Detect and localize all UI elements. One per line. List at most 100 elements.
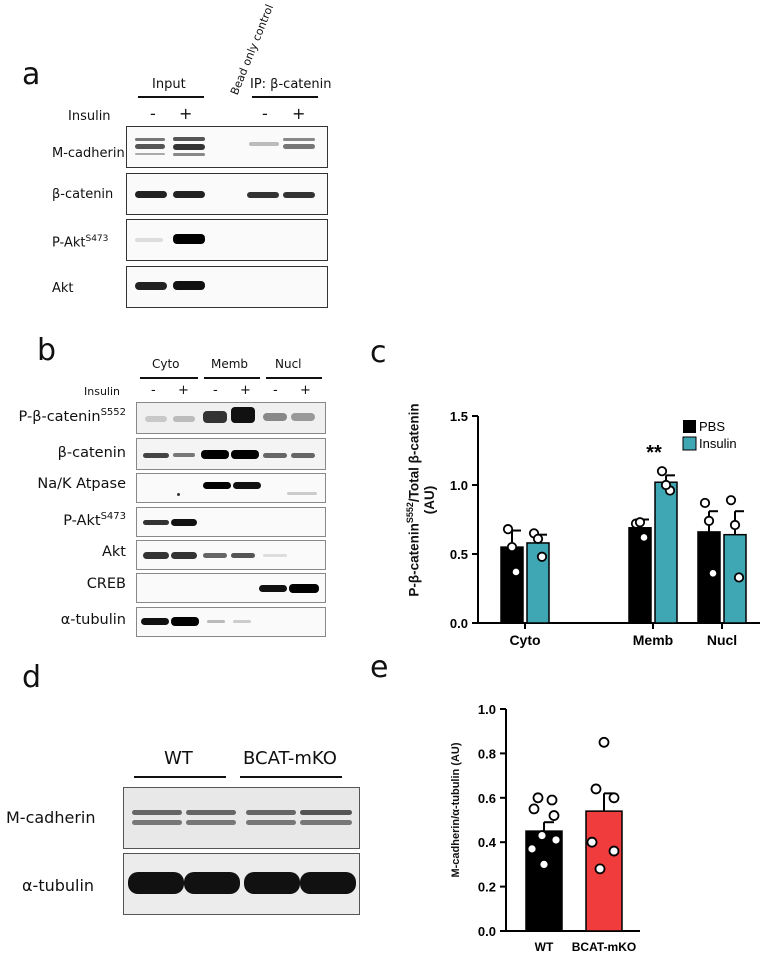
x-tick-label: Cyto [509, 632, 540, 648]
y-tick-label: 0.4 [478, 835, 497, 850]
data-point [725, 495, 737, 506]
data-point [536, 551, 548, 562]
ip-label: IP: β-catenin [250, 77, 332, 92]
memb-underline [204, 377, 260, 379]
group-bcat-mko: BCAT-mKO [243, 748, 337, 769]
x-tick-label: BCAT-mKO [572, 940, 636, 954]
row-label-a-tubulin-b: α-tubulin [60, 612, 126, 628]
blot-d-m-cadherin [123, 787, 360, 849]
chart-c-annotation: ** [646, 442, 662, 464]
sign-a-1: - [150, 104, 156, 123]
cyto-underline [140, 377, 198, 379]
data-point [532, 533, 544, 544]
chart-c: 0.0 0.5 1.0 1.5 Cyto Memb Nucl ** PBS Insulin [450, 409, 760, 648]
row-label-a-tubulin-d: α-tubulin [22, 876, 95, 895]
fraction-cyto: Cyto [152, 357, 180, 371]
data-point [707, 568, 719, 579]
data-point [536, 830, 548, 841]
group-wt: WT [164, 748, 193, 769]
data-point [594, 863, 606, 875]
blot-d-a-tubulin [123, 853, 360, 915]
data-point [608, 792, 620, 804]
bar [500, 546, 524, 624]
data-point [699, 497, 711, 509]
data-point [538, 858, 550, 870]
row-label-akt-b: Akt [101, 544, 126, 560]
y-tick-label: 0.5 [450, 547, 468, 562]
sign-b-6: + [300, 383, 311, 398]
insulin-label-a: Insulin [68, 109, 111, 124]
input-underline [138, 96, 204, 98]
data-point [532, 792, 544, 804]
data-point [660, 479, 672, 491]
row-label-na-k-atpase: Na/K Atpase [37, 476, 126, 492]
y-tick-label: 0.2 [478, 880, 496, 895]
y-tick-label: 0.0 [450, 616, 468, 631]
bar [628, 527, 652, 624]
x-tick-label: Nucl [707, 632, 737, 648]
data-point [548, 810, 560, 821]
blot-b-akt [136, 540, 326, 570]
blot-b-b-catenin [136, 438, 326, 470]
y-tick-label: 0.6 [478, 791, 496, 806]
nucl-underline [266, 377, 322, 379]
sign-b-4: + [240, 383, 251, 398]
data-point [546, 794, 558, 806]
data-point [502, 524, 514, 535]
data-point [510, 566, 522, 578]
data-point [729, 519, 741, 531]
x-tick-label: Memb [633, 632, 673, 648]
bar [654, 481, 678, 624]
row-label-p-akt-b: P-AktS473 [63, 511, 126, 529]
chart-e-ylabel: M-cadherin/α-tubulin (AU) [450, 742, 462, 878]
y-tick-label: 1.5 [450, 409, 468, 424]
row-label-b-catenin-a: β-catenin [52, 187, 114, 202]
data-point [586, 836, 598, 848]
data-point [733, 572, 745, 583]
sign-a-3: - [262, 104, 268, 123]
wt-underline [134, 776, 226, 778]
blot-b-p-b-catenin [136, 402, 326, 434]
chart-e: 0.0 0.2 0.4 0.6 0.8 1.0 WT BCAT-mKO [478, 702, 640, 954]
insulin-label-b: Insulin [84, 385, 121, 398]
data-point [550, 834, 562, 846]
fraction-memb: Memb [211, 357, 249, 371]
y-tick-label: 0.0 [478, 924, 496, 939]
data-point [526, 843, 538, 855]
data-point [703, 515, 715, 526]
panel-letter-a: a [22, 57, 41, 92]
panel-letter-c: c [370, 335, 387, 370]
row-label-m-cadherin-a: M-cadherin [52, 146, 125, 161]
y-tick-label: 1.0 [478, 702, 496, 717]
data-point [656, 466, 668, 477]
data-point [634, 517, 646, 528]
data-point [528, 803, 540, 815]
sign-b-3: - [213, 383, 218, 398]
y-tick-label: 1.0 [450, 478, 468, 493]
blot-b-creb [136, 573, 326, 603]
data-point [638, 532, 650, 543]
bar [697, 531, 721, 624]
bcat-mko-underline [240, 776, 342, 778]
blot-a-p-akt [126, 219, 328, 261]
row-label-creb: CREB [86, 576, 126, 592]
panel-letter-b: b [37, 333, 57, 368]
blot-a-m-cadherin [126, 126, 328, 168]
panel-letter-e: e [370, 650, 389, 685]
row-label-p-b-catenin-b: P-β-cateninS552 [18, 407, 126, 425]
legend-pbs-label: PBS [699, 419, 725, 434]
blot-a-akt [126, 266, 328, 308]
data-point [590, 783, 602, 795]
data-point [506, 542, 518, 553]
sign-b-5: - [273, 383, 278, 398]
sign-b-2: + [178, 383, 189, 398]
legend-insulin-label: Insulin [699, 436, 737, 451]
blot-b-a-tubulin [136, 607, 326, 637]
sign-a-2: + [179, 104, 193, 123]
fraction-nucl: Nucl [275, 357, 302, 371]
data-point [608, 845, 620, 857]
ip-underline [252, 96, 318, 98]
blot-a-b-catenin [126, 173, 328, 215]
blot-b-p-akt [136, 507, 326, 537]
legend-pbs-swatch [683, 420, 696, 433]
